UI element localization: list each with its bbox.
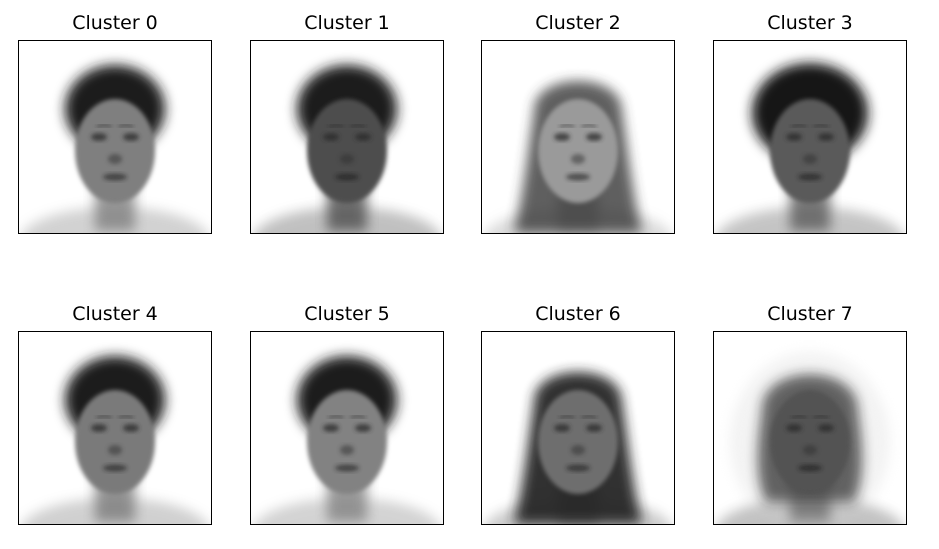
average-face-cluster-3: [713, 40, 907, 234]
cluster-title: Cluster 4: [72, 303, 158, 325]
average-face-cluster-0: [18, 40, 212, 234]
cluster-title: Cluster 3: [767, 12, 853, 34]
average-face-cluster-4: [18, 331, 212, 525]
cluster-title: Cluster 5: [304, 303, 390, 325]
cluster-title: Cluster 0: [72, 12, 158, 34]
cluster-title: Cluster 7: [767, 303, 853, 325]
average-face-cluster-7: [713, 331, 907, 525]
cluster-title: Cluster 2: [535, 12, 621, 34]
average-face-cluster-2: [481, 40, 675, 234]
cluster-title: Cluster 1: [304, 12, 390, 34]
cluster-title: Cluster 6: [535, 303, 621, 325]
average-face-cluster-5: [250, 331, 444, 525]
average-face-cluster-1: [250, 40, 444, 234]
average-face-cluster-6: [481, 331, 675, 525]
